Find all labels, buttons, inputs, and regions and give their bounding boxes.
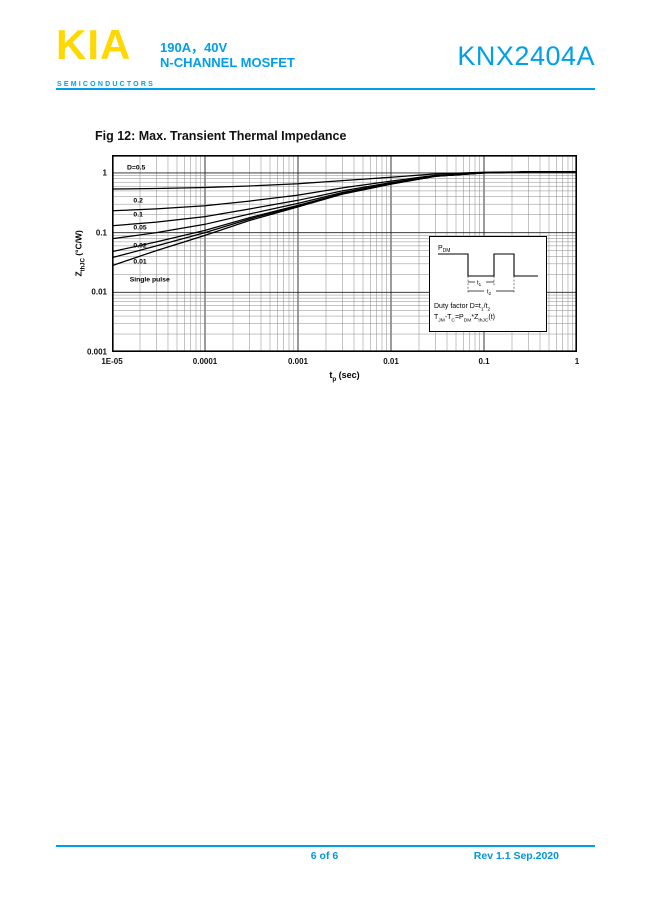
t1-label: t1 [477, 281, 482, 288]
footer-divider [56, 845, 595, 847]
pulse-waveform [438, 253, 538, 277]
curve-d-0.05 [112, 171, 577, 240]
x-tick-0.0001: 0.0001 [192, 357, 218, 366]
thermal-formula-text: TJM-TC=PDM*ZthJC(t) [434, 314, 496, 324]
y-tick-0.1: 0.1 [95, 228, 107, 238]
plot-border [112, 155, 577, 352]
part-type: N-CHANNEL MOSFET [160, 55, 295, 70]
y-tick-1: 1 [102, 168, 107, 178]
curve-label-d=0.5: D=0.5 [127, 164, 146, 172]
part-rating: 190A，40V [160, 40, 228, 55]
curve-label-0.1: 0.1 [133, 211, 143, 219]
y-axis-label: ZthJC (°C/W) [73, 230, 87, 277]
y-tick-0.01: 0.01 [91, 287, 107, 297]
x-tick-0.001: 0.001 [287, 357, 309, 366]
header-divider [56, 88, 595, 90]
revision-label: Rev 1.1 Sep.2020 [473, 850, 559, 862]
duty-cycle-inset: PDM t1 t2 Duty factor D=t1/t2 TJM-TC=PDM… [429, 236, 547, 332]
duty-cycle-waveform: PDM t1 t2 [438, 245, 538, 297]
x-axis-label: tp (sec) [329, 370, 360, 383]
curve-label-0.05: 0.05 [133, 224, 147, 232]
curve-d-0.1 [112, 171, 577, 227]
x-tick-0.1: 0.1 [478, 357, 490, 366]
curve-label-0.2: 0.2 [133, 197, 143, 205]
curve-single-pulse [112, 171, 577, 267]
duty-factor-text: Duty factor D=t1/t2 [434, 303, 491, 313]
curve-label-0.02: 0.02 [133, 242, 147, 250]
page-number: 6 of 6 [310, 850, 339, 862]
y-tick-0.001: 0.001 [86, 347, 107, 357]
x-tick-1: 1 [574, 357, 580, 366]
curve-label-0.01: 0.01 [133, 258, 147, 266]
x-tick-0.01: 0.01 [383, 357, 399, 366]
logo-subtitle: SEMICONDUCTORS [57, 81, 155, 88]
kia-logo: KIA [56, 21, 132, 68]
curve-label-single-pulse: Single pulse [129, 276, 170, 284]
x-tick-1E-05: 1E-05 [101, 357, 123, 366]
figure-title: Fig 12: Max. Transient Thermal Impedance [95, 129, 347, 143]
t2-label: t2 [487, 290, 492, 297]
curve-d-0.2 [112, 171, 577, 212]
part-number: KNX2404A [457, 41, 595, 71]
pdm-label: PDM [438, 245, 450, 254]
